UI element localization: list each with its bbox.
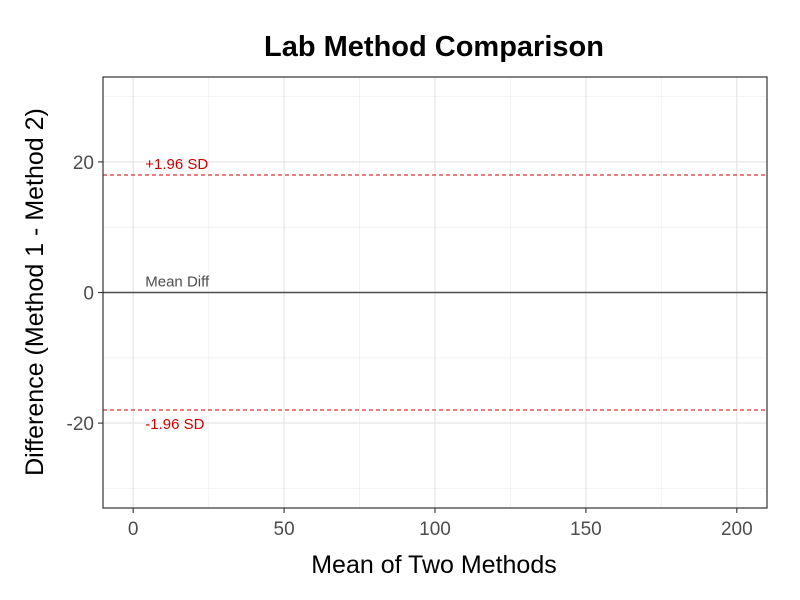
lower-loa-label: -1.96 SD <box>145 416 204 433</box>
reference-lines: +1.96 SD Mean Diff -1.96 SD <box>103 156 767 433</box>
x-axis-title: Mean of Two Methods <box>311 551 557 579</box>
upper-loa-label: +1.96 SD <box>145 156 208 173</box>
y-tick-label: 0 <box>83 284 94 305</box>
y-axis-title: Difference (Method 1 - Method 2) <box>21 108 49 476</box>
x-tick-label: 200 <box>721 519 753 540</box>
y-tick-label: -20 <box>67 414 94 435</box>
y-tick-label: 20 <box>73 153 94 174</box>
mean-diff-label: Mean Diff <box>145 274 210 291</box>
x-axis: 0 50 100 150 200 <box>128 508 753 540</box>
chart-title: Lab Method Comparison <box>264 31 604 63</box>
x-tick-label: 100 <box>419 519 451 540</box>
x-tick-label: 0 <box>128 519 139 540</box>
x-tick-label: 50 <box>274 519 295 540</box>
x-tick-label: 150 <box>570 519 602 540</box>
y-axis: -20 0 20 <box>67 153 103 435</box>
